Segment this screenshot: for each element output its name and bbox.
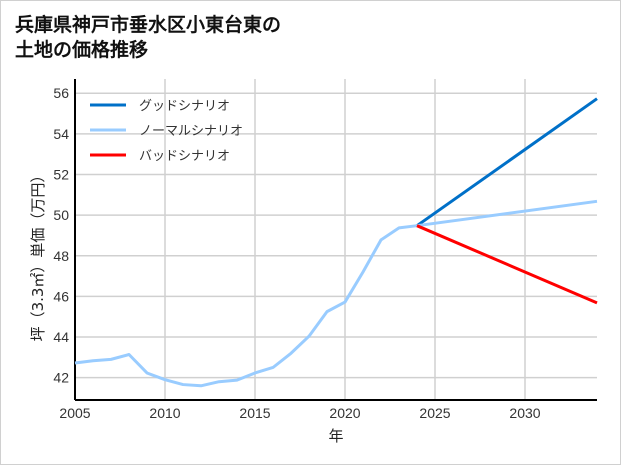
y-tick-label: 46 <box>53 288 69 304</box>
y-tick-label: 42 <box>53 370 69 386</box>
series-line-1 <box>74 199 598 388</box>
y-axis-label: 坪（3.3㎡）単価（万円） <box>29 168 47 342</box>
title-line-2: 土地の価格推移 <box>15 39 149 61</box>
chart-title: 兵庫県神戸市垂水区小東台東の 土地の価格推移 <box>15 13 281 63</box>
x-tick-label: 2025 <box>419 405 450 421</box>
series-line-2 <box>416 224 598 305</box>
legend-label-2: バッドシナリオ <box>139 149 230 164</box>
y-tick-label: 48 <box>53 248 69 264</box>
legend-label-0: グッドシナリオ <box>139 99 230 114</box>
x-axis-label: 年 <box>328 427 343 445</box>
x-tick-label: 2020 <box>329 405 360 421</box>
y-tick-label: 50 <box>53 207 69 223</box>
y-tick-label: 52 <box>53 166 69 182</box>
y-tick-label: 56 <box>53 85 69 101</box>
y-tick-label: 44 <box>53 329 69 345</box>
x-tick-label: 2005 <box>59 405 90 421</box>
title-line-1: 兵庫県神戸市垂水区小東台東の <box>15 14 282 36</box>
x-tick-label: 2015 <box>239 405 270 421</box>
x-tick-label: 2030 <box>509 405 540 421</box>
series-line-0 <box>416 97 598 227</box>
y-tick-label: 54 <box>53 126 69 142</box>
legend-label-1: ノーマルシナリオ <box>139 124 243 139</box>
x-tick-label: 2010 <box>149 405 180 421</box>
